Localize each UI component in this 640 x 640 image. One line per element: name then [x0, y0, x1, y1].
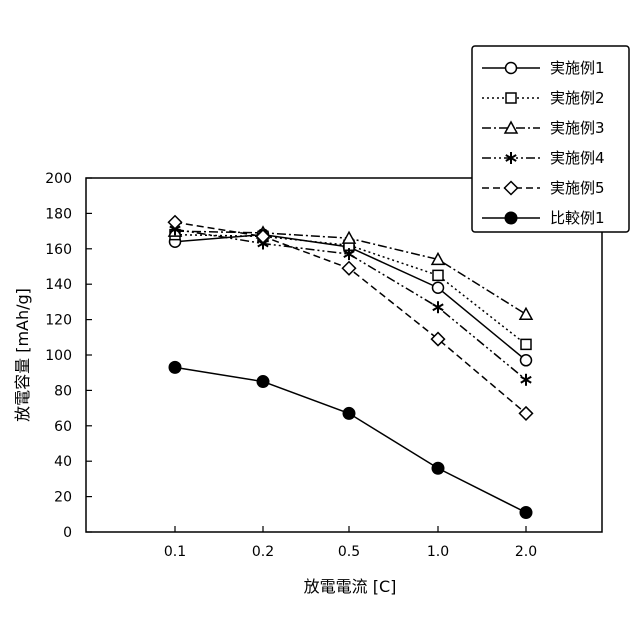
x-tick-label: 1.0	[427, 544, 449, 560]
y-tick-label: 160	[45, 242, 72, 258]
x-axis-ticks: 0.1 0.2 0.5 1.0 2.0	[164, 526, 537, 560]
y-tick-label: 80	[54, 383, 72, 399]
x-tick-label: 0.2	[252, 544, 274, 560]
legend: 実施例1 実施例2 実施例3 実施例4 実施例5 比較例1	[472, 46, 629, 232]
legend-label: 実施例1	[550, 59, 605, 77]
data-point	[169, 361, 181, 373]
data-point	[343, 407, 355, 419]
y-tick-label: 20	[54, 490, 72, 506]
data-point	[432, 462, 444, 474]
series-2	[170, 230, 531, 350]
data-point	[257, 376, 269, 388]
x-tick-label: 0.1	[164, 544, 186, 560]
y-tick-label: 0	[63, 525, 72, 541]
legend-marker	[506, 93, 516, 103]
legend-label: 実施例2	[550, 89, 605, 107]
x-axis-label: 放電電流 [C]	[304, 577, 397, 596]
data-point	[520, 308, 532, 319]
x-tick-label: 2.0	[515, 544, 537, 560]
data-point	[433, 270, 443, 280]
legend-marker	[506, 63, 517, 74]
x-tick-label: 0.5	[338, 544, 360, 560]
data-point	[520, 407, 533, 420]
legend-label: 実施例3	[550, 119, 605, 137]
y-tick-label: 100	[45, 348, 72, 364]
series-line	[175, 367, 526, 512]
data-point	[521, 339, 531, 349]
legend-marker	[505, 212, 517, 224]
data-point	[520, 507, 532, 519]
legend-label: 実施例5	[550, 179, 605, 197]
series-layer	[169, 216, 533, 519]
y-tick-label: 200	[45, 171, 72, 187]
series-6	[169, 361, 532, 518]
y-tick-label: 60	[54, 419, 72, 435]
y-axis-label: 放電容量 [mAh/g]	[13, 288, 32, 422]
legend-label: 比較例1	[550, 209, 605, 227]
y-tick-label: 140	[45, 277, 72, 293]
data-point	[521, 374, 531, 386]
data-point	[433, 282, 444, 293]
data-point	[343, 232, 355, 243]
data-point	[433, 301, 443, 313]
y-tick-label: 180	[45, 206, 72, 222]
y-tick-label: 40	[54, 454, 72, 470]
y-axis-ticks: 0 20 40 60 80 100 120 140 160 180 200	[45, 171, 92, 541]
legend-label: 実施例4	[550, 149, 605, 167]
data-point	[521, 355, 532, 366]
y-tick-label: 120	[45, 313, 72, 329]
